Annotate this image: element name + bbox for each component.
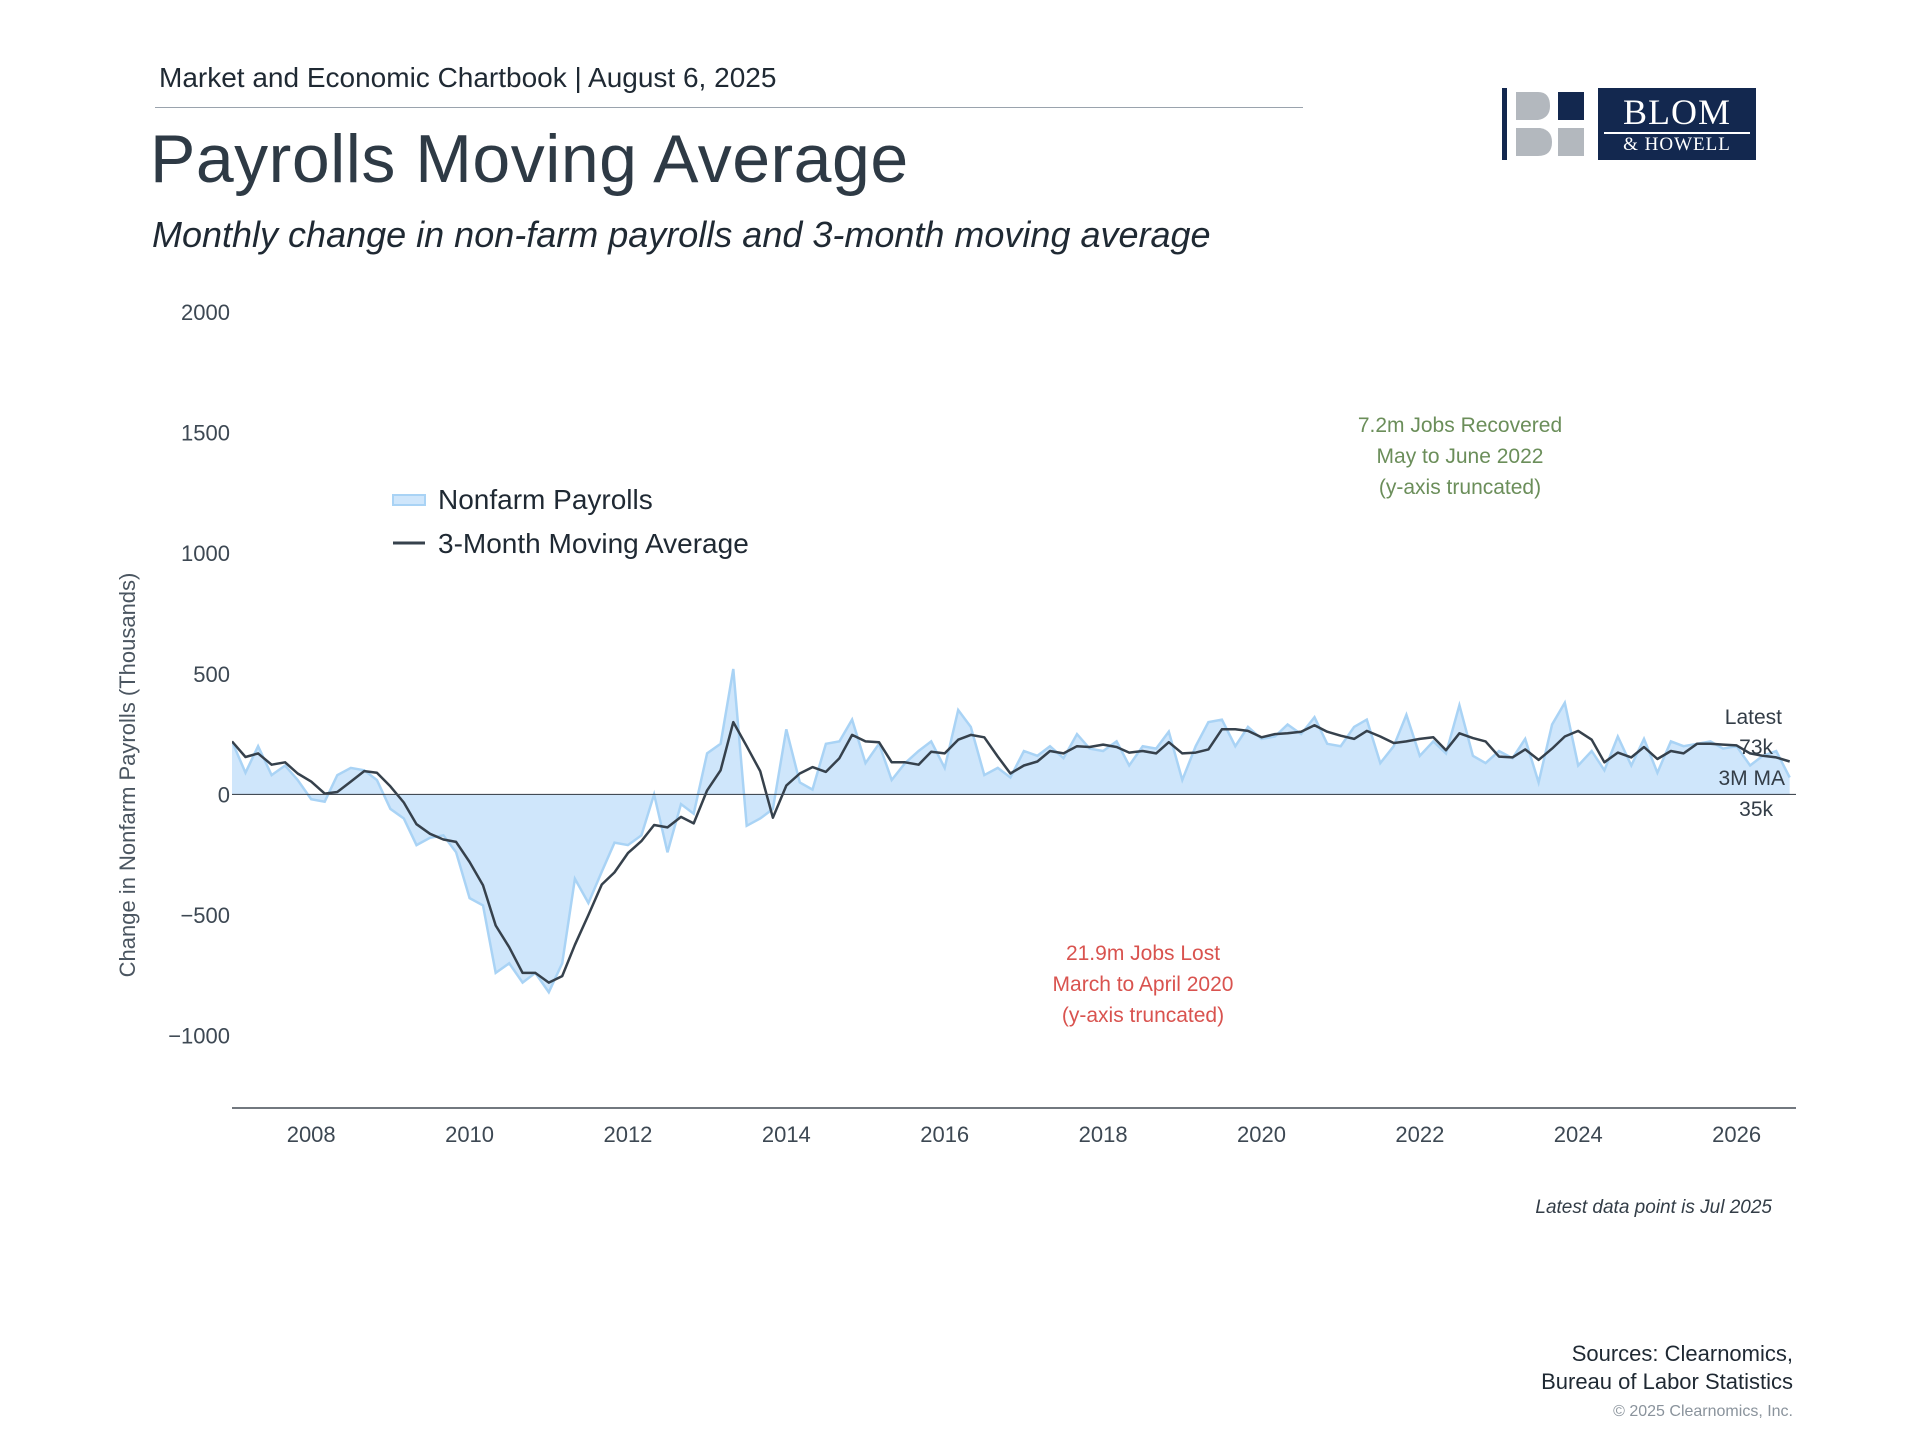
logo-wordmark: BLOM & HOWELL [1598, 88, 1756, 160]
jobs-recovered-line1: 7.2m Jobs Recovered [1358, 414, 1562, 437]
y-tick-label: 0 [218, 782, 230, 807]
logo-line1: BLOM [1622, 92, 1731, 132]
report-header: Market and Economic Chartbook | August 6… [159, 62, 777, 93]
logo-rule [1604, 132, 1750, 134]
moving-average-line [232, 720, 1791, 984]
latest-line1: Latest [1725, 706, 1782, 729]
plot-area: 2000 1500 1000 500 0 −500 −1000 2008 2010 2012 201… [168, 300, 1796, 1147]
jobs-lost-line1: 21.9m Jobs Lost [1066, 942, 1220, 965]
legend-swatch-payrolls [392, 494, 426, 506]
annotation-latest: Latest 73k 3M MA 35k [1718, 706, 1785, 821]
sources-line2: Bureau of Labor Statistics [1541, 1369, 1793, 1394]
x-tick-label: 2026 [1712, 1122, 1761, 1147]
jobs-lost-line3: (y-axis truncated) [1062, 1004, 1224, 1027]
y-tick-label: −500 [180, 903, 230, 928]
latest-line3: 3M MA [1718, 767, 1785, 790]
jobs-recovered-line2: May to June 2022 [1377, 445, 1544, 468]
x-tick-label: 2024 [1554, 1122, 1603, 1147]
y-tick-label: 1500 [181, 421, 230, 446]
sources: Sources: Clearnomics, Bureau of Labor St… [1541, 1340, 1793, 1396]
x-tick-label: 2010 [445, 1122, 494, 1147]
annotation-jobs-lost: 21.9m Jobs Lost March to April 2020 (y-a… [1053, 942, 1234, 1027]
jobs-lost-line2: March to April 2020 [1053, 973, 1234, 996]
legend-label-payrolls: Nonfarm Payrolls [438, 484, 653, 515]
x-tick-label: 2022 [1395, 1122, 1444, 1147]
latest-data-note: Latest data point is Jul 2025 [1535, 1197, 1772, 1218]
y-tick-label: 2000 [181, 300, 230, 325]
x-tick-label: 2012 [603, 1122, 652, 1147]
page-subtitle: Monthly change in non-farm payrolls and … [152, 214, 1211, 255]
blom-howell-logo: BLOM & HOWELL [1502, 88, 1756, 160]
x-tick-label: 2016 [920, 1122, 969, 1147]
legend-label-moving-average: 3-Month Moving Average [438, 528, 749, 559]
x-tick-label: 2014 [762, 1122, 811, 1147]
logo-line2: & HOWELL [1623, 134, 1731, 155]
y-tick-label: 1000 [181, 541, 230, 566]
annotation-jobs-recovered: 7.2m Jobs Recovered May to June 2022 (y-… [1358, 414, 1562, 499]
jobs-recovered-line3: (y-axis truncated) [1379, 476, 1541, 499]
logo-mark-icon [1502, 88, 1584, 160]
legend: Nonfarm Payrolls 3-Month Moving Average [392, 484, 749, 559]
x-tick-label: 2018 [1079, 1122, 1128, 1147]
sources-line1: Sources: Clearnomics, [1571, 1341, 1793, 1366]
y-tick-label: −1000 [168, 1024, 230, 1049]
x-tick-label: 2020 [1237, 1122, 1286, 1147]
y-axis-label: Change in Nonfarm Payrolls (Thousands) [115, 573, 140, 978]
y-axis-title: Change in Nonfarm Payrolls (Thousands) [115, 573, 140, 978]
latest-line4: 35k [1739, 798, 1773, 821]
y-tick-label: 500 [193, 662, 230, 687]
latest-line2: 73k [1739, 736, 1773, 759]
copyright: © 2025 Clearnomics, Inc. [1613, 1403, 1793, 1420]
x-tick-label: 2008 [287, 1122, 336, 1147]
header-divider [155, 107, 1303, 108]
payrolls-area [232, 669, 1790, 993]
page-title: Payrolls Moving Average [150, 121, 909, 197]
